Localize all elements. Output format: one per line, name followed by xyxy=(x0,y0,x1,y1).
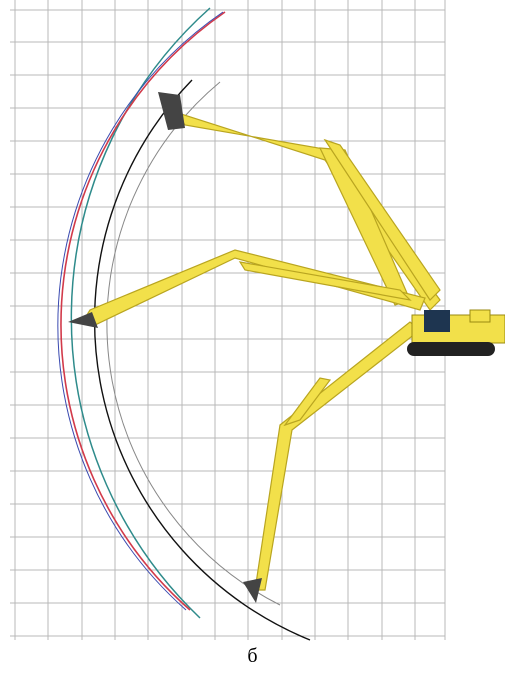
caption: б xyxy=(0,645,505,668)
figure: б xyxy=(0,0,505,673)
working-range-diagram xyxy=(0,0,505,645)
excavator-body xyxy=(407,310,505,356)
excavator-lower xyxy=(243,322,420,603)
excavator-middle xyxy=(68,250,425,328)
